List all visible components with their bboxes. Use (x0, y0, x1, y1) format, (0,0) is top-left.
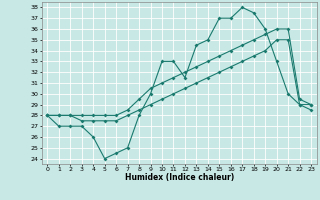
X-axis label: Humidex (Indice chaleur): Humidex (Indice chaleur) (124, 173, 234, 182)
